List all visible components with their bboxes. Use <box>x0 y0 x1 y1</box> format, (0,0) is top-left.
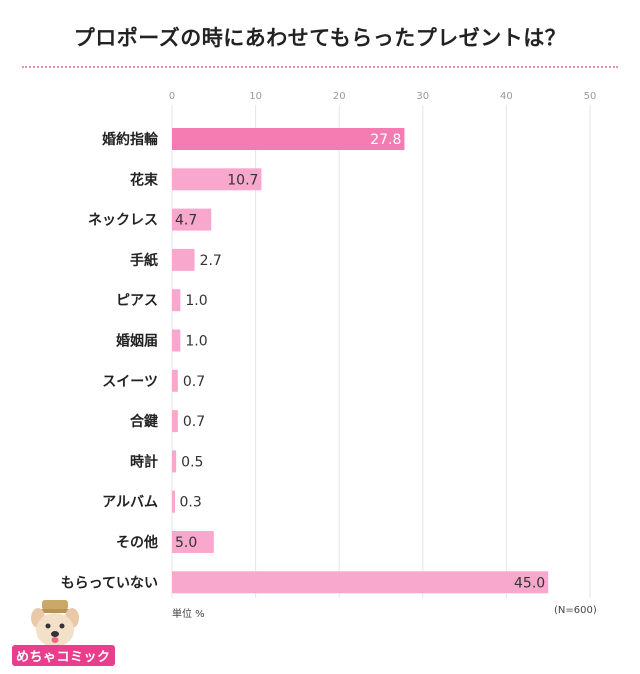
data-label: 0.3 <box>180 495 202 511</box>
bar <box>172 289 181 312</box>
bar <box>172 571 549 594</box>
brand-logo-text: めちゃコミック <box>12 645 115 666</box>
category-label: その他 <box>116 534 158 551</box>
x-tick-label: 40 <box>500 91 513 102</box>
bar <box>172 450 177 473</box>
category-label: スイーツ <box>102 374 158 390</box>
bar <box>172 369 178 392</box>
data-label: 45.0 <box>514 575 545 591</box>
data-label: 1.0 <box>185 293 207 309</box>
unit-label: 単位 % <box>172 609 205 620</box>
bar <box>172 208 212 231</box>
x-tick-label: 0 <box>169 91 175 102</box>
sample-size-label: (N=600) <box>554 605 597 616</box>
category-label: ピアス <box>116 293 158 309</box>
bar <box>172 531 214 553</box>
category-label: ネックレス <box>88 213 158 229</box>
bar <box>172 128 405 150</box>
bar <box>172 168 262 191</box>
data-label: 4.7 <box>175 213 197 229</box>
title-divider <box>22 66 618 68</box>
x-tick-label: 10 <box>249 91 262 102</box>
x-tick-label: 30 <box>416 91 429 102</box>
data-label: 2.7 <box>200 253 222 269</box>
category-label: 花束 <box>130 171 159 188</box>
category-label: 時計 <box>130 453 158 470</box>
category-label: アルバム <box>102 495 158 511</box>
x-tick-label: 20 <box>333 91 346 102</box>
category-label: もらっていない <box>61 575 158 591</box>
data-label: 0.5 <box>181 454 203 470</box>
category-label: 婚姻届 <box>116 333 158 350</box>
bar <box>172 490 175 513</box>
data-label: 27.8 <box>370 132 401 148</box>
data-label: 10.7 <box>227 172 258 188</box>
bar <box>172 329 181 352</box>
bar <box>172 248 195 271</box>
data-label: 5.0 <box>175 535 197 551</box>
data-label: 1.0 <box>185 334 207 350</box>
chart-title: プロポーズの時にあわせてもらったプレゼントは？ <box>73 26 567 50</box>
category-label: 婚約指輪 <box>102 131 159 148</box>
data-label: 0.7 <box>183 374 205 390</box>
x-tick-label: 50 <box>584 91 597 102</box>
category-label: 合鍵 <box>130 413 158 430</box>
data-label: 0.7 <box>183 414 205 430</box>
category-label: 手紙 <box>130 252 158 269</box>
bar <box>172 410 178 433</box>
